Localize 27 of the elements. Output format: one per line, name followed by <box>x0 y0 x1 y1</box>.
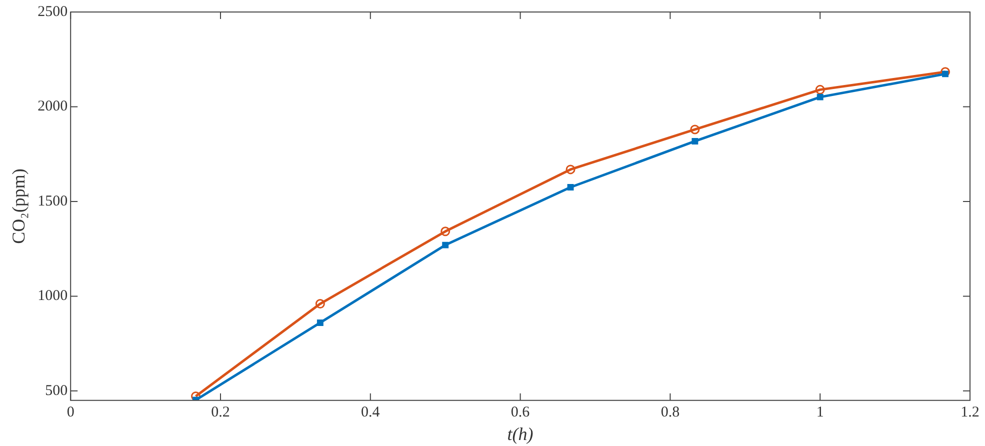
x-tick-label: 1 <box>816 404 824 420</box>
y-tick-label: 1500 <box>38 193 68 210</box>
point <box>942 70 948 78</box>
point <box>690 124 700 134</box>
y-tick-label: 2000 <box>38 98 68 115</box>
point <box>440 226 450 236</box>
x-tick-label: 0.6 <box>510 404 530 420</box>
x-tick-label: 0.4 <box>361 404 380 420</box>
x-tick-label: 0 <box>66 404 74 420</box>
x-tick-label: 0.8 <box>660 404 680 420</box>
point <box>940 67 950 77</box>
point <box>316 319 324 326</box>
x-axis-title: t(h) <box>507 424 534 444</box>
point <box>567 184 574 190</box>
point <box>816 94 824 100</box>
point <box>315 299 325 309</box>
y-tick-label: 1000 <box>38 288 68 304</box>
y-tick-label: 2500 <box>38 4 68 20</box>
point <box>566 164 576 174</box>
y-axis-title: CO₂(ppm) <box>8 168 29 244</box>
x-tick-label: 0.2 <box>211 404 230 420</box>
point <box>815 84 825 94</box>
y-tick-label: 500 <box>45 382 68 399</box>
x-tick-label: 1.2 <box>960 404 980 420</box>
point <box>692 138 698 144</box>
point <box>191 391 201 400</box>
point <box>442 242 449 248</box>
